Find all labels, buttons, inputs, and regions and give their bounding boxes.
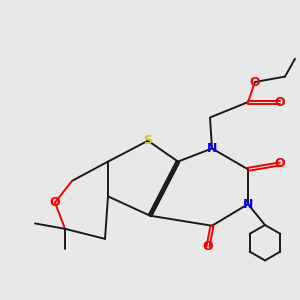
Text: N: N <box>243 198 253 211</box>
Text: O: O <box>275 158 285 170</box>
Text: O: O <box>50 196 60 209</box>
Text: O: O <box>203 240 213 253</box>
Text: O: O <box>275 96 285 109</box>
Text: N: N <box>207 142 217 155</box>
Text: O: O <box>250 76 260 88</box>
Text: S: S <box>143 134 152 147</box>
